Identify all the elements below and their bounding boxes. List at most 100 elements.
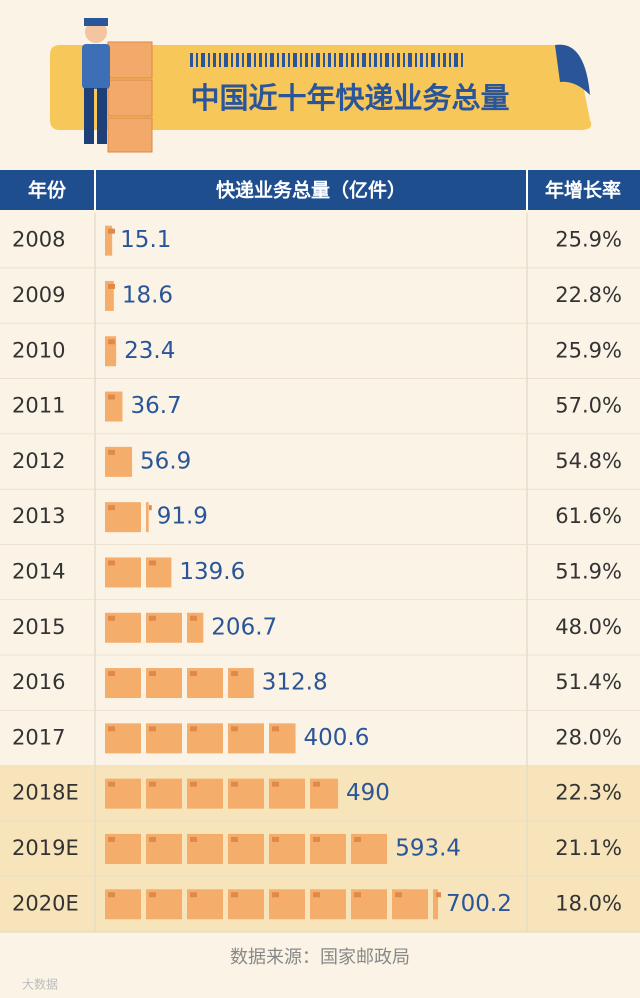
box-label — [108, 560, 115, 566]
box-label — [231, 671, 238, 677]
box-label — [149, 836, 156, 842]
box-label — [272, 892, 279, 898]
volume-cell: 91.9 — [157, 504, 208, 530]
box-bar — [105, 391, 123, 422]
year-cell: 2020E — [12, 891, 79, 915]
box-label — [149, 505, 152, 511]
volume-cell: 400.6 — [304, 725, 370, 751]
year-cell: 2014 — [12, 559, 65, 583]
header-row — [0, 170, 640, 210]
growth-cell: 61.6% — [555, 504, 622, 528]
box-label — [108, 836, 115, 842]
courier-illustration — [82, 18, 153, 153]
box-label — [108, 781, 115, 787]
row-background — [0, 378, 640, 435]
box — [433, 889, 438, 920]
box — [105, 225, 113, 256]
volume-cell: 139.6 — [179, 559, 245, 585]
box-label — [354, 836, 361, 842]
box-bar — [105, 668, 254, 699]
row-background — [0, 434, 640, 490]
year-cell: 2015 — [12, 615, 65, 639]
year-cell: 2010 — [12, 338, 65, 362]
box-label — [108, 671, 115, 677]
year-cell: 2011 — [12, 394, 65, 418]
box-bar — [105, 778, 339, 809]
table-row: 2012 56.9 54.8% — [0, 434, 640, 491]
table-row: 2013 91.9 61.6% — [0, 489, 640, 546]
table-row: 2020E 700.2 18.0% — [0, 876, 640, 933]
year-cell: 2016 — [12, 670, 65, 694]
table-row: 2019E 593.4 21.1% — [0, 821, 640, 878]
box-bar — [105, 557, 172, 588]
table-row: 2018E 490 22.3% — [0, 766, 640, 823]
volume-cell: 593.4 — [395, 835, 461, 861]
box-label — [272, 836, 279, 842]
growth-cell: 22.8% — [555, 283, 622, 307]
box-label — [108, 228, 115, 234]
box-label — [313, 781, 320, 787]
table-row: 2011 36.7 57.0% — [0, 378, 640, 435]
box-bar — [105, 225, 115, 256]
year-cell: 2012 — [12, 449, 65, 473]
row-background — [0, 323, 640, 379]
growth-cell: 54.8% — [555, 449, 622, 473]
year-cell: 2017 — [12, 725, 65, 749]
box — [105, 336, 117, 367]
title: 中国近十年快递业务总量 — [190, 81, 509, 115]
box-bar — [105, 502, 152, 533]
box-label — [190, 726, 197, 732]
growth-cell: 21.1% — [555, 836, 622, 860]
volume-cell: 18.6 — [122, 282, 173, 308]
table-row: 2009 18.6 22.8% — [0, 268, 640, 325]
box-label — [354, 892, 361, 898]
box-bar — [105, 336, 117, 367]
volume-cell: 700.2 — [446, 891, 512, 917]
box-label — [108, 394, 115, 400]
table-row: 2008 15.1 25.9% — [0, 213, 640, 270]
box-label — [149, 615, 156, 621]
row-background — [0, 544, 640, 601]
growth-cell: 28.0% — [555, 725, 622, 749]
box-label — [108, 726, 115, 732]
box-label — [108, 892, 115, 898]
box-label — [436, 892, 441, 898]
row-background — [0, 213, 640, 269]
year-cell: 2008 — [12, 228, 65, 252]
year-cell: 2009 — [12, 283, 65, 307]
banner-fold — [555, 44, 590, 95]
box-label — [108, 339, 115, 345]
growth-cell: 25.9% — [555, 228, 622, 252]
row-background — [0, 600, 640, 656]
box-label — [190, 892, 197, 898]
box-bar — [105, 833, 387, 864]
box-label — [149, 726, 156, 732]
box-label — [190, 781, 197, 787]
table-row: 2017 400.6 28.0% — [0, 710, 640, 767]
year-cell: 2013 — [12, 504, 65, 528]
box-label — [231, 836, 238, 842]
table-body: 2008 15.1 25.9% 2009 18.6 22.8% 2010 23.4 25.9% 2… — [0, 213, 640, 933]
volume-cell: 312.8 — [262, 670, 328, 696]
box-bar — [105, 446, 133, 477]
box-label — [149, 781, 156, 787]
box-label — [108, 449, 115, 455]
volume-cell: 23.4 — [124, 338, 175, 364]
table-row: 2010 23.4 25.9% — [0, 323, 640, 380]
row-background — [0, 489, 640, 545]
box-label — [231, 892, 238, 898]
box-label — [395, 892, 402, 898]
box-label — [190, 615, 197, 621]
box-label — [149, 892, 156, 898]
box-bar — [105, 612, 204, 643]
box-bar — [105, 889, 441, 920]
source: 数据来源：国家邮政局 — [230, 947, 410, 968]
growth-cell: 22.3% — [555, 781, 622, 805]
volume-cell: 56.9 — [140, 448, 191, 474]
box-label — [149, 560, 156, 566]
box-label — [231, 726, 238, 732]
box-label — [313, 836, 320, 842]
box-label — [108, 615, 115, 621]
header-cell: 年份 — [28, 179, 67, 202]
